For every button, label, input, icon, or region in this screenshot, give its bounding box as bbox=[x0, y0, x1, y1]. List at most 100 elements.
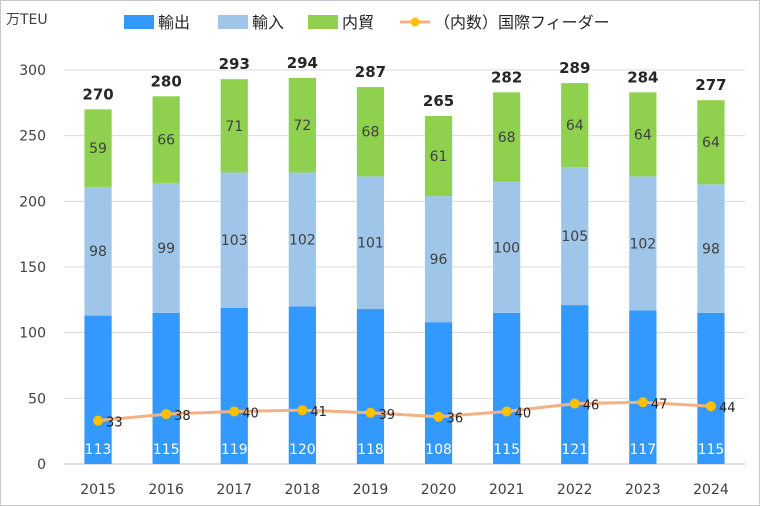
x-tick-label: 2020 bbox=[421, 482, 457, 498]
line-point bbox=[297, 405, 308, 416]
bar-segment bbox=[288, 172, 316, 307]
bar-value-label: 101 bbox=[357, 236, 384, 252]
bar-value-label: 59 bbox=[89, 141, 107, 157]
bar-value-label: 119 bbox=[221, 442, 248, 458]
bar-segment bbox=[84, 315, 112, 464]
x-tick-label: 2015 bbox=[80, 482, 116, 498]
line-point bbox=[501, 406, 512, 417]
legend-label: 輸入 bbox=[252, 13, 284, 32]
y-tick-label: 150 bbox=[19, 260, 46, 276]
line-point bbox=[161, 409, 172, 420]
x-tick-label: 2016 bbox=[148, 482, 184, 498]
line-point bbox=[433, 411, 444, 422]
bar-value-label: 117 bbox=[629, 442, 656, 458]
bar-segment bbox=[220, 79, 248, 173]
bar-value-label: 64 bbox=[702, 135, 720, 151]
legend-label: 輸出 bbox=[158, 13, 190, 32]
bar-segment bbox=[424, 196, 453, 323]
line-point bbox=[569, 398, 580, 409]
bar-value-label: 71 bbox=[225, 119, 243, 135]
line-value-label: 40 bbox=[242, 406, 259, 421]
line-point bbox=[229, 406, 240, 417]
bar-segment bbox=[424, 322, 453, 464]
bar-value-label: 108 bbox=[425, 442, 452, 458]
bar-value-label: 100 bbox=[493, 240, 520, 256]
x-tick-label: 2023 bbox=[625, 482, 661, 498]
bar-value-label: 61 bbox=[430, 149, 448, 165]
bar-value-label: 72 bbox=[293, 118, 311, 134]
line-value-label: 47 bbox=[651, 397, 668, 412]
bar-value-label: 118 bbox=[357, 442, 384, 458]
bar-total-label: 287 bbox=[355, 63, 386, 81]
bar-segment bbox=[697, 312, 725, 464]
bar-segment bbox=[152, 182, 180, 313]
bar-segment bbox=[561, 167, 589, 306]
bar-value-label: 121 bbox=[561, 442, 588, 458]
y-axis-unit-label: 万TEU bbox=[6, 12, 48, 28]
y-tick-label: 300 bbox=[19, 63, 46, 79]
line-value-label: 40 bbox=[515, 406, 532, 421]
bar-segment bbox=[220, 307, 248, 464]
line-value-label: 33 bbox=[106, 416, 123, 431]
bar-total-label: 289 bbox=[559, 59, 590, 77]
y-tick-label: 250 bbox=[19, 129, 46, 145]
line-series: 33 38 40 41 39 36 40 46 47 44 bbox=[93, 397, 736, 431]
x-tick-label: 2024 bbox=[693, 482, 729, 498]
bar-segment bbox=[493, 181, 521, 313]
line-point bbox=[93, 415, 104, 426]
bars: 113 98 59 270 115 99 66 280 119 103 71 293 120 102 72 2… bbox=[82, 54, 727, 464]
bar-segment bbox=[493, 92, 521, 182]
bar-total-label: 293 bbox=[219, 55, 250, 73]
bar-value-label: 115 bbox=[493, 442, 520, 458]
bar-segment bbox=[152, 312, 180, 464]
legend-swatch bbox=[308, 15, 338, 29]
bar-value-label: 105 bbox=[561, 229, 588, 245]
line-point bbox=[365, 407, 376, 418]
bar-value-label: 66 bbox=[157, 133, 175, 149]
bar-segment bbox=[356, 176, 385, 310]
x-tick-label: 2022 bbox=[557, 482, 593, 498]
bar-value-label: 113 bbox=[85, 442, 112, 458]
bar-value-label: 64 bbox=[634, 127, 652, 143]
bar-total-label: 270 bbox=[82, 85, 113, 103]
line-point bbox=[637, 397, 648, 408]
bar-value-label: 96 bbox=[430, 252, 448, 268]
x-tick-label: 2017 bbox=[216, 482, 252, 498]
bar-segment bbox=[629, 310, 657, 464]
bar-segment bbox=[84, 186, 112, 316]
bar-segment bbox=[84, 109, 112, 187]
bar-value-label: 98 bbox=[89, 244, 107, 260]
line-value-label: 44 bbox=[719, 401, 736, 416]
bar-value-label: 64 bbox=[566, 118, 584, 134]
bar-value-label: 115 bbox=[698, 442, 725, 458]
legend-line-marker bbox=[410, 17, 420, 27]
bar-total-label: 277 bbox=[695, 76, 726, 94]
bar-segment bbox=[288, 306, 316, 464]
bar-segment bbox=[493, 312, 521, 464]
line-value-label: 46 bbox=[583, 399, 600, 414]
bar-segment bbox=[697, 100, 725, 185]
line-path bbox=[97, 400, 712, 423]
bar-total-label: 284 bbox=[627, 68, 658, 86]
bar-total-label: 265 bbox=[423, 92, 454, 110]
x-tick-label: 2018 bbox=[285, 482, 321, 498]
bar-value-label: 99 bbox=[157, 241, 175, 257]
bar-total-label: 282 bbox=[491, 68, 522, 86]
bar-value-label: 68 bbox=[498, 130, 516, 146]
bar-value-label: 102 bbox=[289, 232, 316, 248]
legend-swatch bbox=[218, 15, 248, 29]
bar-segment bbox=[629, 176, 657, 311]
y-tick-label: 100 bbox=[19, 326, 46, 342]
bar-total-label: 280 bbox=[150, 72, 181, 90]
line-value-label: 39 bbox=[378, 408, 395, 423]
bar-segment bbox=[356, 87, 385, 177]
y-tick-label: 0 bbox=[37, 457, 46, 473]
bar-total-label: 294 bbox=[287, 54, 318, 72]
bar-segment bbox=[288, 77, 316, 173]
bar-value-label: 115 bbox=[153, 442, 180, 458]
bar-value-label: 103 bbox=[221, 233, 248, 249]
x-tick-label: 2021 bbox=[489, 482, 525, 498]
y-tick-label: 50 bbox=[28, 391, 46, 407]
bar-segment bbox=[561, 83, 589, 168]
